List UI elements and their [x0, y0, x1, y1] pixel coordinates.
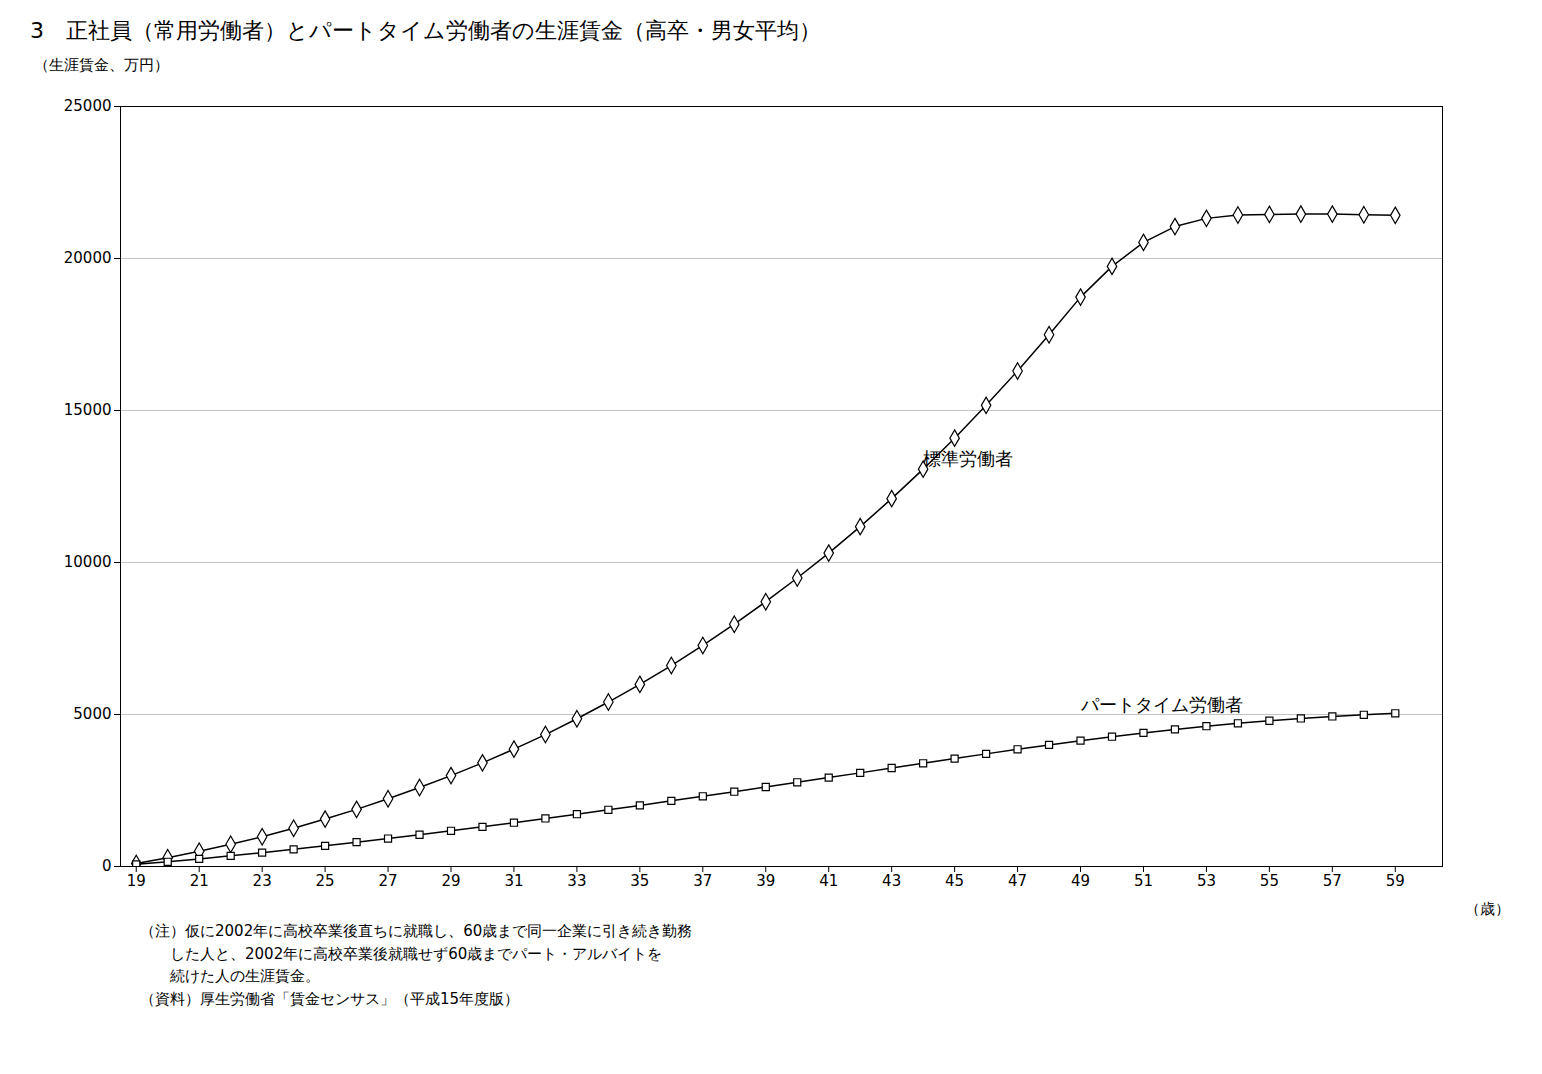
svg-text:43: 43	[882, 872, 901, 890]
svg-text:（歳）: （歳）	[1465, 900, 1510, 917]
svg-text:59: 59	[1386, 872, 1405, 890]
html-text:続けた人の生涯賃金。: 続けた人の生涯賃金。	[140, 967, 320, 985]
svg-text:標準労働者: 標準労働者	[923, 448, 1013, 469]
svg-text:15000: 15000	[64, 401, 112, 419]
html-text:3 正社員（常用労働者）とパートタイム労働者の生涯賃金（高卒: 3 正社員（常用労働者）とパートタイム労働者の生涯賃金（高卒・男女平均）	[30, 18, 821, 43]
svg-text:53: 53	[1197, 872, 1216, 890]
svg-text:51: 51	[1134, 872, 1153, 890]
svg-text:25: 25	[316, 872, 335, 890]
svg-text:21: 21	[190, 872, 209, 890]
svg-text:29: 29	[441, 872, 460, 890]
svg-text:47: 47	[1008, 872, 1027, 890]
svg-text:10000: 10000	[64, 553, 112, 571]
html-text:（注）仮に2002年に高校卒業後直ちに就職し、60歳まで同一: （注）仮に2002年に高校卒業後直ちに就職し、60歳まで同一企業に引き続き勤務	[140, 922, 693, 940]
svg-text:57: 57	[1323, 872, 1342, 890]
html-text:した人と、2002年に高校卒業後就職せず60歳までパート・ア: した人と、2002年に高校卒業後就職せず60歳までパート・アルバイトを	[140, 944, 663, 963]
html-text:（資料）厚生労働省「賃金センサス」（平成15年度版）: （資料）厚生労働省「賃金センサス」（平成15年度版）	[140, 989, 520, 1008]
svg-text:33: 33	[567, 872, 586, 890]
svg-text:45: 45	[945, 872, 964, 890]
svg-text:（生涯賃金、万円）: （生涯賃金、万円）	[34, 56, 169, 74]
svg-text:55: 55	[1260, 872, 1279, 890]
svg-text:49: 49	[1071, 872, 1090, 890]
svg-text:0: 0	[102, 857, 112, 875]
svg-text:25000: 25000	[64, 97, 112, 115]
svg-text:37: 37	[693, 872, 712, 890]
svg-text:31: 31	[504, 872, 523, 890]
svg-text:19: 19	[127, 872, 146, 890]
svg-text:35: 35	[630, 872, 649, 890]
svg-text:パートタイム労働者: パートタイム労働者	[1080, 694, 1243, 715]
svg-text:5000: 5000	[73, 705, 111, 723]
svg-text:20000: 20000	[64, 249, 112, 267]
svg-text:27: 27	[379, 872, 398, 890]
svg-text:41: 41	[819, 872, 838, 890]
svg-text:23: 23	[253, 872, 272, 890]
svg-text:39: 39	[756, 872, 775, 890]
